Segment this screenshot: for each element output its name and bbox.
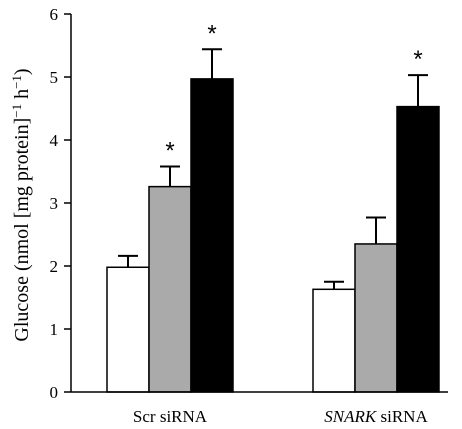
bar: [190, 78, 234, 393]
category-label: SNARK siRNA: [324, 407, 428, 426]
y-axis-label: Glucose (nmol [mg protein]−1 h−1): [9, 68, 33, 341]
category-label: Scr siRNA: [133, 407, 208, 426]
category-label-text: siRNA: [376, 407, 428, 426]
significance-marker: *: [165, 137, 174, 164]
bar-groups: * * *: [106, 20, 440, 393]
significance-marker: *: [413, 46, 422, 73]
y-tick-label: 6: [50, 5, 59, 24]
category-label-italic: SNARK: [324, 407, 378, 426]
category-labels: Scr siRNA SNARK siRNA: [133, 407, 429, 426]
significance-marker: *: [207, 20, 216, 47]
y-tick-label: 4: [50, 131, 59, 150]
bar: [312, 288, 356, 393]
y-tick-label: 2: [50, 257, 59, 276]
y-axis: 0 1 2 3 4 5 6: [50, 5, 72, 402]
bar: [396, 105, 440, 393]
y-tick-label: 3: [50, 194, 59, 213]
bar: [148, 185, 192, 393]
y-tick-label: 5: [50, 68, 59, 87]
y-tick-label: 0: [50, 383, 59, 402]
y-tick-label: 1: [50, 320, 59, 339]
bar: [354, 243, 398, 393]
category-label-text: Scr siRNA: [133, 407, 208, 426]
bar: [106, 266, 150, 393]
